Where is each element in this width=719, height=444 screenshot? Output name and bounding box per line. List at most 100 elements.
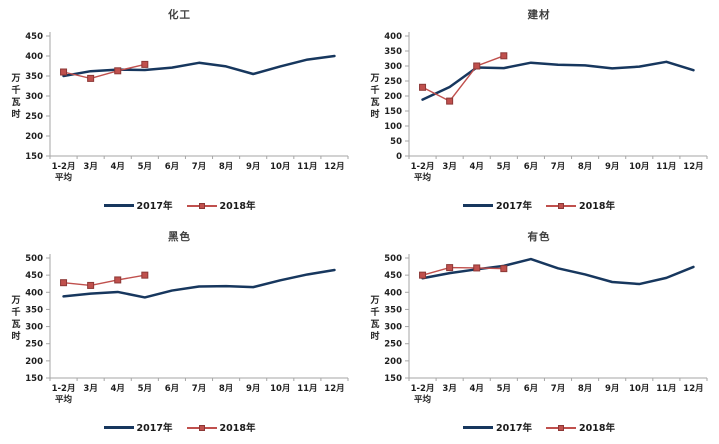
- y-axis-tick-label: 100: [384, 122, 402, 132]
- x-axis-tick-label: 7月: [192, 384, 206, 394]
- chart-panel-building-materials: 0 50 100 150 200 250 300 350 400 1-2月平均 3月 4月 5月 6月 7月…: [359, 0, 719, 222]
- x-axis-tick-label: 4月: [111, 384, 125, 394]
- y-axis-tick-label: 150: [384, 107, 402, 117]
- series-2018-marker: [60, 279, 68, 287]
- y-axis-tick-label: 0: [396, 152, 402, 162]
- y-axis-tick-label: 500: [25, 254, 43, 264]
- x-axis-tick-label: 6月: [165, 384, 179, 394]
- x-axis-tick-label: 8月: [578, 162, 592, 172]
- x-axis-tick-label: 1-2月平均: [411, 162, 435, 183]
- legend-item-2018: 2018年: [546, 198, 615, 212]
- x-axis-tick-label: 11月: [297, 162, 317, 172]
- legend-label-2018: 2018年: [579, 201, 615, 212]
- x-axis-tick-label: 5月: [497, 384, 511, 394]
- x-axis-tick-label: 3月: [83, 162, 97, 172]
- x-axis-tick-label: 5月: [138, 162, 152, 172]
- x-axis-tick-label: 3月: [442, 162, 456, 172]
- legend-label-2017: 2017年: [496, 423, 532, 434]
- x-axis-tick-label: 10月: [629, 162, 649, 172]
- y-axis-tick-label: 350: [25, 305, 43, 315]
- series-2018-marker: [87, 74, 95, 82]
- y-axis-tick-label: 300: [25, 323, 43, 333]
- y-axis-tick-label: 200: [25, 357, 43, 367]
- series-2018-marker: [446, 264, 454, 272]
- y-axis-tick-label: 300: [384, 62, 402, 72]
- series-2018-marker: [114, 276, 122, 284]
- series-2018-marker: [473, 62, 481, 70]
- x-axis-tick-label: 7月: [551, 162, 565, 172]
- legend-label-2018: 2018年: [579, 423, 615, 434]
- y-axis-title: 万千瓦时: [10, 73, 20, 120]
- legend-label-2017: 2017年: [136, 423, 173, 434]
- series-2017-line: [421, 257, 695, 286]
- x-axis-tick-label: 9月: [605, 384, 619, 394]
- legend-line-2017-icon: [463, 424, 494, 431]
- series-2018-marker: [141, 60, 149, 68]
- y-axis-tick-label: 350: [384, 305, 402, 315]
- series-2018-line: [60, 60, 149, 82]
- x-axis-tick-label: 10月: [270, 384, 290, 394]
- x-axis-tick-label: 1-2月平均: [411, 384, 435, 405]
- axes: 0 50 100 150 200 250 300 350 400 1-2月平均 3月 4月 5月 6月 7月…: [384, 32, 708, 183]
- legend-item-2017: 2017年: [463, 198, 532, 212]
- series-2017-line: [421, 60, 695, 101]
- series-2018-marker: [114, 67, 122, 75]
- legend-item-2017: 2017年: [463, 420, 532, 434]
- legend-line-2017-icon: [103, 424, 134, 431]
- series-2018-marker: [500, 265, 508, 273]
- legend-item-2018: 2018年: [186, 198, 256, 212]
- y-axis-tick-label: 200: [25, 132, 43, 142]
- x-axis-tick-label: 12月: [683, 384, 703, 394]
- y-axis-tick-label: 150: [384, 374, 402, 384]
- series-2017-line: [62, 268, 336, 299]
- legend-label-2018: 2018年: [219, 201, 256, 212]
- y-axis-tick-label: 250: [384, 340, 402, 350]
- y-axis-tick-label: 350: [384, 47, 402, 57]
- x-axis-tick-label: 5月: [138, 384, 152, 394]
- y-axis-tick-label: 400: [384, 32, 402, 42]
- x-axis-tick-label: 12月: [324, 384, 344, 394]
- series-2018-line: [419, 52, 508, 105]
- series-2018-marker: [141, 271, 149, 279]
- x-axis-tick-label: 3月: [83, 384, 97, 394]
- series-2017-line: [62, 54, 336, 78]
- y-axis-tick-label: 450: [384, 271, 402, 281]
- chart-plot-building-materials: 0 50 100 150 200 250 300 350 400 1-2月平均 3月 4月 5月 6月 7月…: [369, 32, 708, 183]
- series-2018-line: [419, 264, 508, 279]
- x-axis-tick-label: 4月: [111, 162, 125, 172]
- x-axis-tick-label: 9月: [246, 384, 260, 394]
- y-axis-tick-label: 400: [25, 288, 43, 298]
- series-2018-line: [60, 271, 149, 289]
- legend-line-2017-icon: [463, 202, 494, 209]
- chart-panel-chemical: 150 200 250 300 350 400 450 1-2月平均 3月 4月 5月 6月 7月 8月 9…: [0, 0, 359, 222]
- chart-plot-nonferrous: 150 200 250 300 350 400 450 500 1-2月平均 3月 4月 5月 6月 7月…: [369, 254, 708, 405]
- chart-plot-chemical: 150 200 250 300 350 400 450 1-2月平均 3月 4月 5月 6月 7月 8月 9…: [10, 32, 349, 183]
- x-axis-tick-label: 4月: [470, 162, 484, 172]
- x-axis-tick-label: 1-2月平均: [52, 162, 76, 183]
- x-axis-tick-label: 5月: [497, 162, 511, 172]
- x-axis-tick-label: 8月: [219, 384, 233, 394]
- x-axis-tick-label: 12月: [683, 162, 703, 172]
- y-axis-title: 万千瓦时: [369, 73, 379, 120]
- chart-title: 化工: [168, 9, 191, 21]
- y-axis-tick-label: 400: [25, 52, 43, 62]
- x-axis-tick-label: 4月: [470, 384, 484, 394]
- y-axis-title: 万千瓦时: [10, 295, 20, 342]
- x-axis-tick-label: 11月: [297, 384, 317, 394]
- x-axis-tick-label: 10月: [629, 384, 649, 394]
- x-axis-tick-label: 3月: [442, 384, 456, 394]
- x-axis-tick-label: 7月: [192, 162, 206, 172]
- legend-item-2018: 2018年: [186, 420, 256, 434]
- series-2018-marker: [446, 97, 454, 105]
- x-axis-tick-label: 11月: [656, 162, 676, 172]
- series-2018-marker: [60, 68, 68, 76]
- series-2018-marker: [473, 264, 481, 272]
- chart-title: 有色: [527, 231, 551, 243]
- y-axis-tick-label: 300: [25, 92, 43, 102]
- axes: 150 200 250 300 350 400 450 500 1-2月平均 3月 4月 5月 6月 7月…: [25, 254, 349, 405]
- legend-label-2018: 2018年: [219, 423, 256, 434]
- x-axis-tick-label: 8月: [219, 162, 233, 172]
- x-axis-tick-label: 10月: [270, 162, 290, 172]
- y-axis-tick-label: 250: [384, 77, 402, 87]
